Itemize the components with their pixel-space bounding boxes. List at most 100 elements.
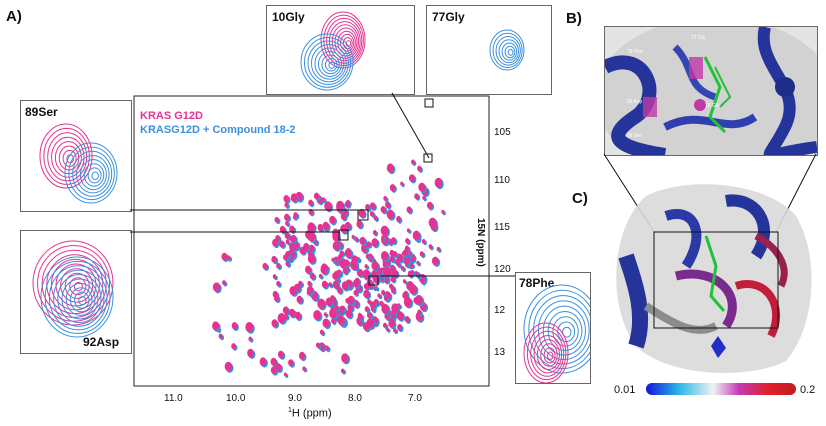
peak-kras [382,322,387,328]
contour-compound [61,278,99,320]
legend-compound: KRASG12D + Compound 18-2 [140,124,296,136]
contour-kras [37,245,111,322]
peak-kras [298,280,303,287]
peak-kras [302,366,306,371]
peak-kras [409,262,414,268]
inset-77gly-label: 77Gly [432,10,465,24]
x-tick-8: 8.0 [348,393,362,404]
peak-kras [406,228,410,233]
peak-kras [313,309,321,321]
peak-kras [324,201,332,211]
contour-compound [44,260,111,334]
peak-kras [340,212,347,220]
contour-compound [533,295,590,365]
peak-kras [371,238,379,247]
peak-kras [290,193,298,203]
peak-kras [381,289,386,295]
peak-kras [366,318,375,329]
peak-kras [218,333,223,339]
peak-kras [319,329,324,335]
peak-kras [373,215,378,221]
y-axis-label: 15N (ppm) [475,218,486,267]
peak-kras [356,220,363,228]
peak-kras [372,230,377,236]
y-tick-115: 115 [494,222,510,233]
contour-compound [321,54,340,75]
peak-kras [288,308,296,317]
peak-kras [419,251,424,257]
peak-kras [402,279,406,284]
x-tick-11: 11.0 [164,393,183,404]
inset-10gly-label: 10Gly [272,10,305,24]
peak-kras [367,299,371,305]
peak-kras [324,265,329,271]
peak-kras [420,279,425,285]
peak-kras [391,303,399,313]
peak-kras [272,238,279,247]
peak-kras [389,184,396,192]
peak-kras [271,319,278,328]
peak-kras [283,372,287,377]
peak-kras [364,306,369,312]
contour-compound [562,326,572,338]
spectrum-plot [133,95,490,387]
peak-kras [212,282,221,292]
inset-77gly-contours [489,29,525,71]
peak-kras [342,267,348,274]
peak-kras [274,216,279,223]
peak-kras [370,301,376,309]
y-tick-105: 105 [494,127,511,138]
peak-kras [396,216,401,223]
peak-kras [317,298,326,309]
peak-kras [277,350,284,359]
peak-kras [396,311,404,321]
structure-zoom: 77 Gly 78 Phe 92 Asp 10 Gly 89 Ser [604,26,818,156]
peak-kras [403,248,409,256]
contour-compound [501,42,518,61]
peak-kras [364,264,368,269]
peak-kras [298,351,305,360]
peak-box-phe78 [368,275,379,286]
peak-kras [403,256,410,265]
inset-92asp-contours [32,240,114,338]
peak-kras [318,273,323,279]
contour-compound [324,58,338,72]
peak-kras [305,244,310,249]
peak-kras [388,319,395,328]
contour-kras [533,334,563,374]
peak-kras [282,306,289,315]
panel-b-label: B) [566,10,582,27]
contour-compound [68,146,115,201]
peak-kras [293,212,298,219]
peak-kras [283,254,288,261]
peak-kras [371,260,379,271]
peak-kras [306,285,314,294]
inset-89ser-label: 89Ser [25,105,58,119]
peak-kras [396,262,401,267]
peak-kras [335,305,339,310]
peak-kras [356,268,363,277]
peak-kras [397,324,403,331]
colorbar-min-label: 0.01 [614,384,636,396]
peak-kras [353,263,358,270]
y-tick-130: 13 [494,347,506,358]
x-tick-7: 7.0 [408,393,422,404]
peak-kras [296,295,303,304]
peak-layer [212,159,446,379]
contour-kras [540,343,558,367]
contour-compound [64,142,118,204]
peak-kras [212,321,220,331]
peak-kras [441,209,445,214]
peak-kras [262,262,268,270]
peak-kras [247,348,254,358]
peak-kras [285,220,289,226]
peak-kras [385,201,391,208]
inset-89ser-contours [39,123,118,204]
inset-92asp: 92Asp [20,230,132,354]
contour-compound [65,282,96,316]
peak-kras [304,265,312,274]
structure-label-78phe: 78 Phe [627,49,643,55]
peak-kras [383,195,388,201]
peak-kras [359,236,366,245]
peak-kras [380,225,389,236]
